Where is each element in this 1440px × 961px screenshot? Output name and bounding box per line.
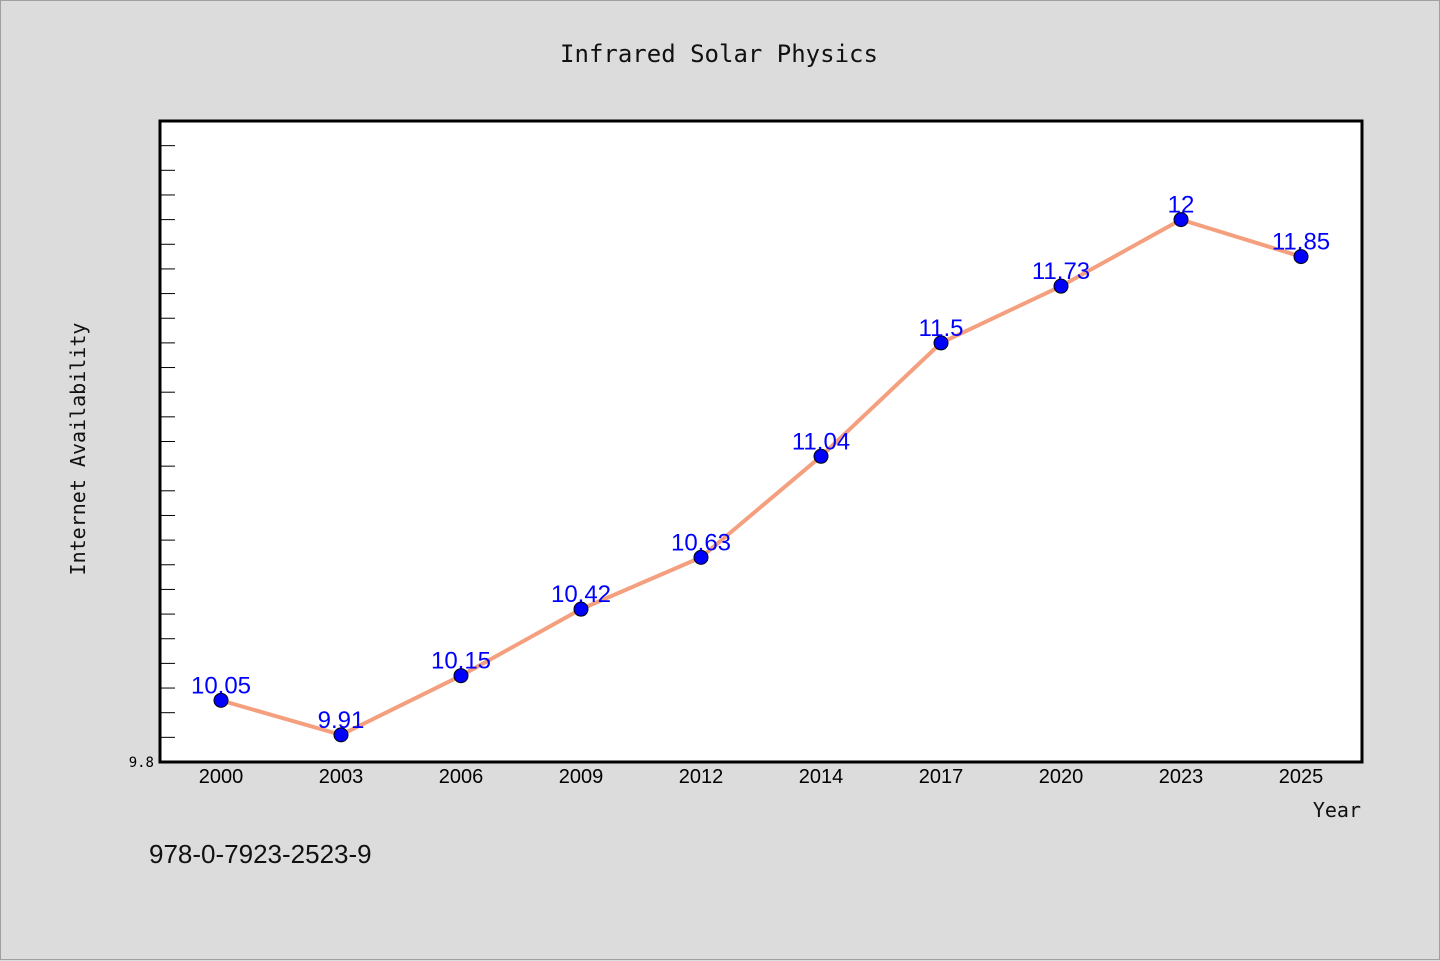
data-label: 10.63: [671, 529, 731, 556]
x-axis-tick-labels: 2000 2003 2006 2009 2012 2014 2017 2020 2023 2025: [199, 766, 1324, 788]
x-tick-label: 2012: [679, 766, 724, 788]
x-tick-label: 2025: [1279, 766, 1324, 788]
x-tick-label: 2006: [439, 766, 484, 788]
x-tick-label: 2000: [199, 766, 244, 788]
data-label: 12: [1168, 192, 1195, 219]
x-tick-label: 2003: [319, 766, 364, 788]
data-label: 10.15: [431, 648, 491, 675]
y-tick-label: 9.8: [129, 755, 154, 771]
data-point: [453, 668, 469, 684]
series-line: [220, 217, 1302, 737]
data-point: [333, 727, 349, 743]
x-tick-label: 2009: [559, 766, 604, 788]
plot-area: [158, 119, 1364, 764]
series-group: 10.05 9.91 10.15 10.42 10.63 11.04 11.5 11.73 12…: [191, 192, 1330, 743]
data-label: 11.5: [919, 315, 964, 342]
data-point: [813, 448, 829, 464]
x-axis-label: Year: [1313, 798, 1361, 822]
data-label: 11.85: [1272, 229, 1330, 256]
data-label: 11.04: [792, 428, 850, 455]
data-label: 10.05: [191, 672, 251, 699]
data-point: [933, 335, 949, 351]
data-point: [573, 601, 589, 617]
chart-title: Infrared Solar Physics: [560, 40, 878, 68]
x-tick-label: 2017: [919, 766, 964, 788]
data-label: 10.42: [551, 581, 611, 608]
x-tick-label: 2023: [1159, 766, 1204, 788]
data-point: [1173, 212, 1189, 228]
x-tick-label: 2014: [799, 766, 844, 788]
data-point: [693, 549, 709, 565]
data-label: 9.91: [318, 707, 365, 734]
isbn-label: 978-0-7923-2523-9: [149, 839, 372, 869]
y-axis-ticks: [160, 145, 175, 738]
x-tick-label: 2020: [1039, 766, 1084, 788]
data-point: [1293, 249, 1309, 265]
data-label: 11.73: [1032, 258, 1090, 285]
y-axis-tick-labels: 9.8: [129, 755, 154, 771]
data-point: [1053, 278, 1069, 294]
y-axis-label: Internet Availability: [66, 323, 90, 576]
data-point: [213, 692, 229, 708]
